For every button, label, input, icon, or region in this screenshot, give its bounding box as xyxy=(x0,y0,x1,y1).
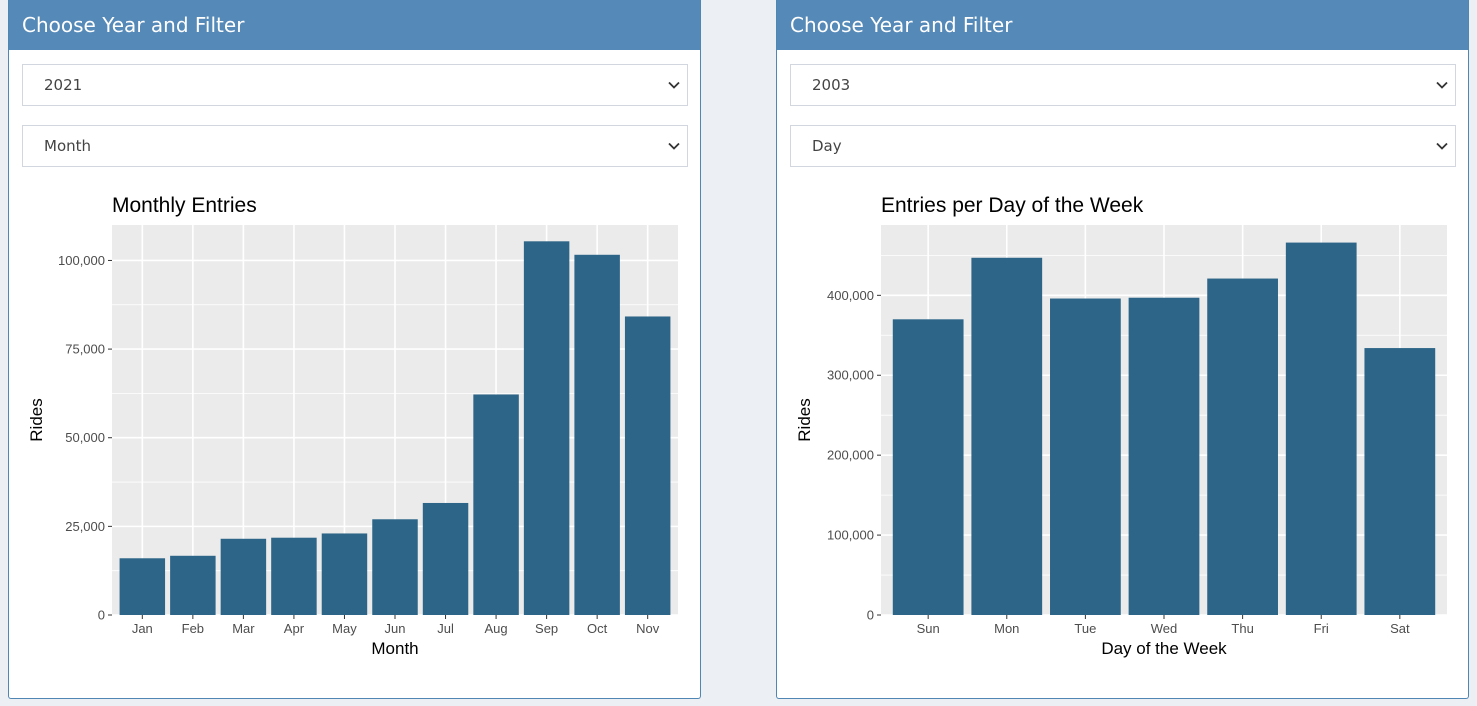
weekday-bar-sun xyxy=(892,319,964,615)
monthly-x-tick-label: Aug xyxy=(485,621,508,636)
monthly-x-tick-label: Sep xyxy=(535,621,558,636)
weekday-y-tick-label: 300,000 xyxy=(827,368,874,383)
weekday-x-tick-label: Thu xyxy=(1231,621,1253,636)
monthly-bar-may xyxy=(321,533,368,615)
monthly-y-tick-label: 50,000 xyxy=(65,430,105,445)
monthly-bar-jan xyxy=(119,558,166,615)
monthly-entries-chart: 0 25,000 50,000 75,000 100,000 Jan Feb Mar Apr Ma… xyxy=(27,194,678,658)
monthly-x-tick-label: Feb xyxy=(182,621,204,636)
monthly-bar-mar xyxy=(220,538,267,615)
monthly-y-axis-title: Rides xyxy=(27,398,46,441)
monthly-bar-jun xyxy=(372,519,418,615)
right-filter-value: Day xyxy=(812,137,842,155)
weekday-x-tick-label: Sat xyxy=(1390,621,1410,636)
monthly-bar-apr xyxy=(271,537,317,615)
right-year-value: 2003 xyxy=(812,76,851,94)
right-panel: Choose Year and Filter 2003 Day 0 100,000… xyxy=(776,0,1469,699)
weekday-bar-mon xyxy=(971,257,1043,615)
monthly-y-tick-label: 0 xyxy=(98,608,105,623)
right-year-select[interactable]: 2003 xyxy=(790,64,1456,106)
monthly-x-tick-label: Jul xyxy=(437,621,454,636)
monthly-bar-nov xyxy=(624,316,671,615)
chevron-down-icon xyxy=(1436,81,1448,89)
monthly-x-tick-label: Oct xyxy=(587,621,608,636)
weekday-title: Entries per Day of the Week xyxy=(881,194,1144,217)
monthly-x-tick-label: Jan xyxy=(132,621,153,636)
weekday-y-tick-label: 0 xyxy=(867,608,874,623)
weekday-bar-tue xyxy=(1050,298,1121,615)
monthly-x-tick-label: Mar xyxy=(232,621,255,636)
monthly-x-tick-label: May xyxy=(332,621,357,636)
monthly-bar-jul xyxy=(422,502,469,615)
right-panel-header: Choose Year and Filter xyxy=(777,0,1468,50)
weekday-y-tick-label: 400,000 xyxy=(827,288,874,303)
monthly-y-tick-label: 25,000 xyxy=(65,519,105,534)
left-filter-value: Month xyxy=(44,137,92,155)
monthly-x-tick-label: Jun xyxy=(385,621,406,636)
right-filter-select[interactable]: Day xyxy=(790,125,1456,167)
weekday-x-tick-label: Fri xyxy=(1314,621,1329,636)
weekday-x-tick-label: Sun xyxy=(917,621,940,636)
weekday-y-tick-label: 100,000 xyxy=(827,528,874,543)
monthly-bar-feb xyxy=(170,555,216,615)
chevron-down-icon xyxy=(668,81,680,89)
left-panel: Choose Year and Filter 2021 Month 0 25,00… xyxy=(8,0,701,699)
weekday-bar-thu xyxy=(1207,278,1278,615)
weekday-bar-wed xyxy=(1128,297,1200,615)
weekday-bar-fri xyxy=(1285,242,1357,615)
weekday-x-tick-label: Wed xyxy=(1151,621,1178,636)
weekday-x-tick-label: Mon xyxy=(994,621,1019,636)
weekday-bar-sat xyxy=(1364,348,1436,615)
monthly-y-tick-label: 100,000 xyxy=(58,253,105,268)
weekday-x-axis-title: Day of the Week xyxy=(1101,639,1227,658)
monthly-x-tick-label: Apr xyxy=(284,621,305,636)
chevron-down-icon xyxy=(668,142,680,150)
weekday-y-axis-title: Rides xyxy=(795,398,814,441)
chevron-down-icon xyxy=(1436,142,1448,150)
day-of-week-chart: 0 100,000 200,000 300,000 400,000 Sun Mon Tue We… xyxy=(795,194,1447,658)
left-year-select[interactable]: 2021 xyxy=(22,64,688,106)
left-filter-select[interactable]: Month xyxy=(22,125,688,167)
left-panel-header: Choose Year and Filter xyxy=(9,0,700,50)
weekday-y-tick-label: 200,000 xyxy=(827,448,874,463)
left-year-value: 2021 xyxy=(44,76,83,94)
monthly-y-tick-label: 75,000 xyxy=(65,342,105,357)
monthly-bar-oct xyxy=(574,254,620,616)
monthly-x-axis-title: Month xyxy=(371,639,418,658)
monthly-title: Monthly Entries xyxy=(112,194,257,217)
weekday-x-tick-label: Tue xyxy=(1074,621,1096,636)
monthly-x-tick-label: Nov xyxy=(636,621,660,636)
monthly-bar-sep xyxy=(523,241,570,615)
monthly-bar-aug xyxy=(473,394,519,615)
